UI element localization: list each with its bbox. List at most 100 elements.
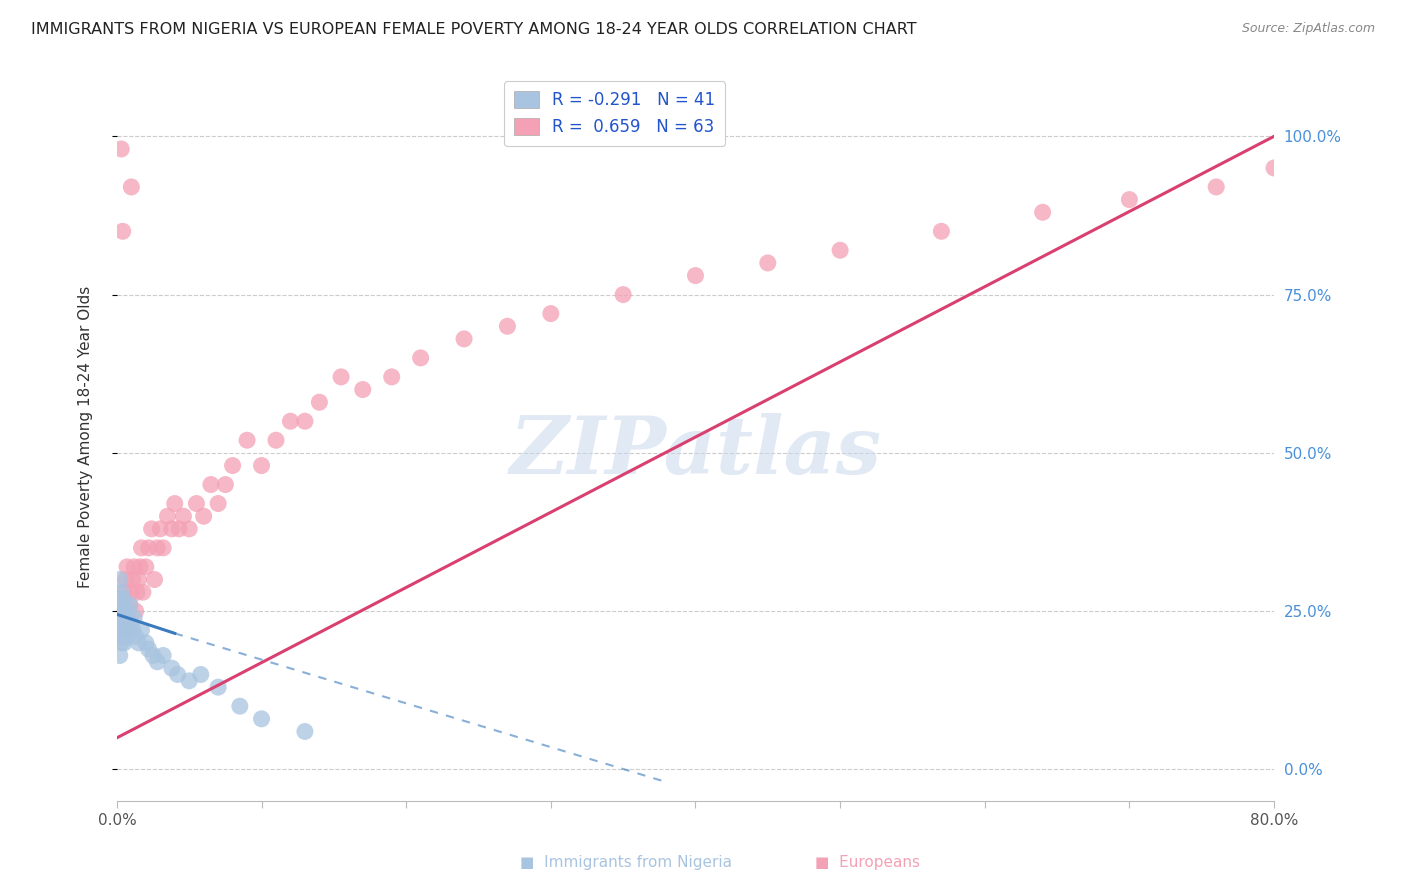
Point bbox=[112, 610, 135, 624]
Point bbox=[135, 559, 157, 574]
Point bbox=[207, 680, 229, 694]
Point bbox=[128, 573, 150, 587]
Point bbox=[141, 522, 163, 536]
Point bbox=[179, 522, 201, 536]
Point bbox=[132, 585, 155, 599]
Point bbox=[108, 610, 131, 624]
Point bbox=[214, 477, 236, 491]
Point bbox=[1205, 180, 1227, 194]
Point bbox=[756, 256, 779, 270]
Point bbox=[236, 434, 259, 448]
Point bbox=[125, 604, 148, 618]
Point bbox=[110, 623, 132, 637]
Point bbox=[931, 224, 953, 238]
Legend: R = -0.291   N = 41, R =  0.659   N = 63: R = -0.291 N = 41, R = 0.659 N = 63 bbox=[503, 81, 725, 146]
Point bbox=[200, 477, 222, 491]
Point bbox=[110, 585, 132, 599]
Point bbox=[250, 458, 273, 473]
Point bbox=[1364, 142, 1386, 156]
Point bbox=[121, 623, 143, 637]
Point bbox=[117, 623, 139, 637]
Point bbox=[190, 667, 212, 681]
Point bbox=[115, 630, 138, 644]
Point bbox=[112, 598, 135, 612]
Point bbox=[120, 180, 142, 194]
Point bbox=[107, 591, 129, 606]
Point bbox=[122, 610, 145, 624]
Text: Source: ZipAtlas.com: Source: ZipAtlas.com bbox=[1241, 22, 1375, 36]
Point bbox=[120, 616, 142, 631]
Point bbox=[111, 224, 134, 238]
Point bbox=[264, 434, 287, 448]
Point bbox=[156, 509, 179, 524]
Text: ZIPatlas: ZIPatlas bbox=[509, 413, 882, 491]
Point bbox=[186, 497, 208, 511]
Point bbox=[352, 383, 374, 397]
Point bbox=[108, 573, 131, 587]
Point bbox=[143, 573, 166, 587]
Point bbox=[294, 724, 316, 739]
Point bbox=[496, 319, 519, 334]
Point bbox=[114, 604, 136, 618]
Point bbox=[453, 332, 475, 346]
Point bbox=[149, 522, 172, 536]
Point bbox=[250, 712, 273, 726]
Text: ■  Europeans: ■ Europeans bbox=[815, 855, 921, 870]
Point bbox=[138, 642, 160, 657]
Point bbox=[114, 573, 136, 587]
Point bbox=[111, 591, 134, 606]
Point bbox=[166, 667, 188, 681]
Point bbox=[1320, 180, 1343, 194]
Point bbox=[142, 648, 165, 663]
Point bbox=[121, 573, 143, 587]
Point bbox=[112, 636, 135, 650]
Point bbox=[110, 636, 132, 650]
Text: IMMIGRANTS FROM NIGERIA VS EUROPEAN FEMALE POVERTY AMONG 18-24 YEAR OLDS CORRELA: IMMIGRANTS FROM NIGERIA VS EUROPEAN FEMA… bbox=[31, 22, 917, 37]
Point bbox=[120, 585, 142, 599]
Point bbox=[110, 142, 132, 156]
Point bbox=[118, 598, 141, 612]
Point bbox=[193, 509, 215, 524]
Point bbox=[540, 307, 562, 321]
Point bbox=[117, 610, 139, 624]
Point bbox=[207, 497, 229, 511]
Point bbox=[112, 585, 135, 599]
Point bbox=[127, 585, 149, 599]
Point bbox=[111, 623, 134, 637]
Point bbox=[1292, 161, 1315, 175]
Point bbox=[118, 598, 141, 612]
Point bbox=[146, 541, 169, 555]
Point bbox=[830, 244, 852, 258]
Point bbox=[1263, 161, 1285, 175]
Point bbox=[107, 623, 129, 637]
Point bbox=[129, 559, 152, 574]
Point bbox=[330, 370, 353, 384]
Point bbox=[381, 370, 404, 384]
Point bbox=[229, 699, 252, 714]
Point bbox=[160, 661, 183, 675]
Point bbox=[152, 541, 174, 555]
Point bbox=[110, 604, 132, 618]
Point bbox=[138, 541, 160, 555]
Point bbox=[115, 559, 138, 574]
Point bbox=[122, 559, 145, 574]
Point bbox=[146, 655, 169, 669]
Point bbox=[280, 414, 302, 428]
Point bbox=[172, 509, 194, 524]
Point bbox=[117, 623, 139, 637]
Point bbox=[128, 636, 150, 650]
Point bbox=[160, 522, 183, 536]
Point bbox=[131, 623, 153, 637]
Point bbox=[685, 268, 707, 283]
Point bbox=[135, 636, 157, 650]
Point bbox=[111, 630, 134, 644]
Point bbox=[108, 648, 131, 663]
Point bbox=[179, 673, 201, 688]
Point bbox=[308, 395, 330, 409]
Point bbox=[612, 287, 634, 301]
Point bbox=[294, 414, 316, 428]
Point bbox=[114, 623, 136, 637]
Point bbox=[131, 541, 153, 555]
Point bbox=[167, 522, 190, 536]
Point bbox=[221, 458, 243, 473]
